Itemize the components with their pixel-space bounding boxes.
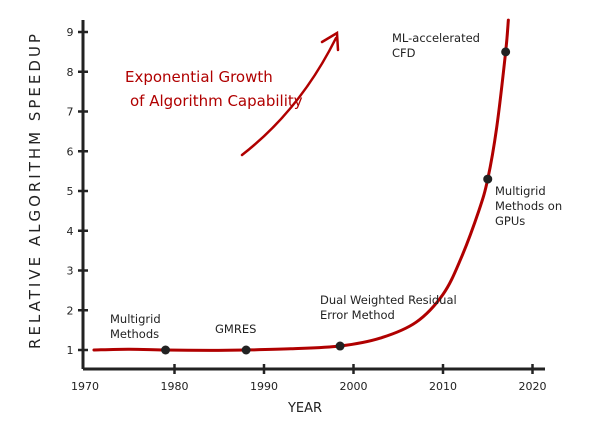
x-tick-label: 1970 [71, 380, 99, 393]
speedup-curve [92, 18, 510, 352]
y-tick-label: 4 [67, 225, 74, 238]
annotation-line-2: of Algorithm Capability [130, 92, 303, 110]
y-tick-label: 6 [67, 145, 74, 158]
data-points: Multigrid Methods GMRES Dual Weighted Resid… [110, 31, 562, 355]
data-point [483, 174, 493, 184]
y-tick-label: 1 [67, 344, 74, 357]
y-tick-label: 3 [67, 265, 74, 278]
y-tick-label: 8 [67, 66, 74, 79]
point-label: ML-accelerated CFD [392, 31, 480, 60]
y-tick-label: 5 [67, 185, 74, 198]
point-label: Multigrid Methods [110, 312, 161, 341]
annotation-line-1: Exponential Growth [125, 68, 273, 86]
point-label: Dual Weighted Residual Error Method [320, 293, 457, 322]
y-axis-label: RELATIVE ALGORITHM SPEEDUP [26, 31, 44, 349]
x-tick-label: 1990 [250, 380, 278, 393]
data-point [335, 341, 345, 351]
y-tick-label: 9 [67, 26, 74, 39]
x-tick-label: 2010 [429, 380, 457, 393]
x-tick-label: 2020 [519, 380, 547, 393]
x-tick-label: 2000 [340, 380, 368, 393]
y-ticks: 1 2 3 4 5 6 7 8 9 [67, 26, 88, 357]
data-point [241, 345, 251, 355]
x-tick-label: 1980 [161, 380, 189, 393]
y-tick-label: 7 [67, 106, 74, 119]
data-point [161, 345, 171, 355]
x-axis-label: YEAR [287, 401, 322, 416]
data-point [501, 47, 511, 57]
point-label: GMRES [215, 322, 256, 336]
y-tick-label: 2 [67, 304, 74, 317]
point-label: Multigrid Methods on GPUs [495, 184, 562, 228]
annotation-arrow-icon [240, 30, 340, 157]
annotation: Exponential Growth of Algorithm Capabili… [125, 30, 340, 157]
x-ticks: 1970 1980 1990 2000 2010 2020 [71, 364, 547, 393]
